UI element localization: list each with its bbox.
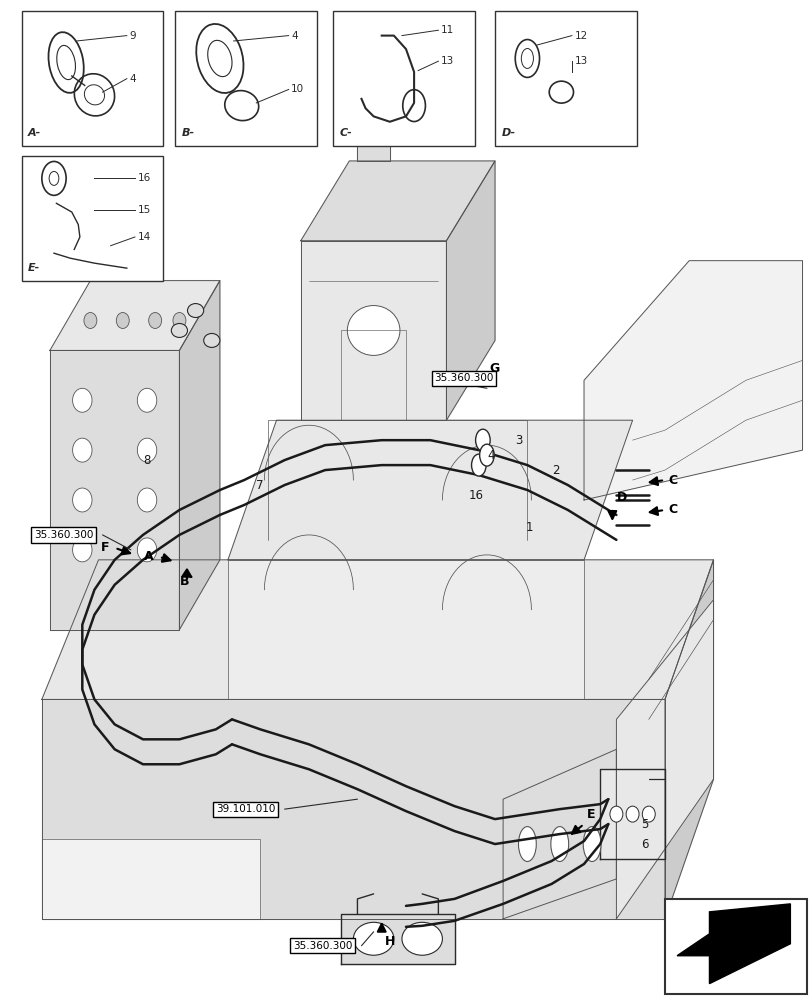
Polygon shape [599,769,664,859]
Ellipse shape [187,304,204,318]
Polygon shape [446,161,495,420]
Text: 7: 7 [256,479,264,492]
Polygon shape [341,914,454,964]
Bar [664,899,805,994]
Circle shape [137,538,157,562]
Ellipse shape [49,171,58,185]
Ellipse shape [347,306,400,355]
Text: G: G [489,362,499,375]
Text: C-: C- [339,128,352,138]
Text: E: E [586,808,595,821]
Polygon shape [50,281,220,350]
Text: 35.360.300: 35.360.300 [434,373,493,383]
Text: 14: 14 [137,232,150,242]
Text: C: C [667,503,676,516]
Ellipse shape [475,429,490,451]
Polygon shape [357,121,389,161]
Ellipse shape [353,922,393,955]
Ellipse shape [57,45,75,80]
Text: D-: D- [501,128,515,138]
Circle shape [148,313,161,328]
Ellipse shape [204,333,220,347]
Bar [22,156,163,281]
Polygon shape [42,839,260,919]
Polygon shape [50,350,179,630]
Text: 35.360.300: 35.360.300 [34,530,93,540]
Text: 8: 8 [143,454,150,467]
Ellipse shape [84,85,105,105]
Polygon shape [179,281,220,630]
Polygon shape [228,420,632,560]
Text: 4: 4 [129,74,135,84]
Ellipse shape [208,40,232,77]
Circle shape [137,438,157,462]
Text: 39.101.010: 39.101.010 [216,804,275,814]
Polygon shape [616,600,713,919]
Bar [495,11,636,146]
Ellipse shape [171,323,187,337]
Polygon shape [300,241,446,420]
Text: 35.360.300: 35.360.300 [292,941,352,951]
Polygon shape [228,560,583,699]
Text: 13: 13 [440,56,453,66]
Polygon shape [664,560,713,919]
Text: E-: E- [28,263,41,273]
Text: 15: 15 [137,205,150,215]
Text: 5: 5 [640,818,647,831]
Text: B: B [179,575,189,588]
Circle shape [72,538,92,562]
Ellipse shape [351,89,396,114]
Circle shape [84,313,97,328]
Text: F: F [101,541,109,554]
Circle shape [137,388,157,412]
Text: 12: 12 [573,31,587,41]
Ellipse shape [518,827,535,861]
Text: H: H [384,935,395,948]
Text: 4: 4 [487,449,494,462]
Circle shape [72,438,92,462]
Text: 4: 4 [290,31,298,41]
Ellipse shape [550,827,568,861]
Text: 1: 1 [525,521,533,534]
Bar [175,11,316,146]
Text: 9: 9 [129,31,135,41]
Text: 10: 10 [290,84,304,94]
Text: 16: 16 [137,173,150,183]
Bar [22,11,163,146]
Polygon shape [42,699,664,919]
Circle shape [116,313,129,328]
Circle shape [137,488,157,512]
Polygon shape [676,904,789,984]
Polygon shape [42,560,713,699]
Polygon shape [503,749,616,919]
Text: C: C [667,474,676,487]
Text: 2: 2 [551,464,559,477]
Text: D: D [616,491,626,504]
Polygon shape [300,161,495,241]
Ellipse shape [471,454,486,476]
Text: 16: 16 [469,489,483,502]
Polygon shape [583,261,801,500]
Text: 6: 6 [640,838,647,851]
Ellipse shape [351,104,396,129]
Text: 3: 3 [515,434,522,447]
Ellipse shape [401,922,442,955]
Circle shape [642,806,654,822]
Ellipse shape [479,444,494,466]
Text: B-: B- [182,128,195,138]
Circle shape [625,806,638,822]
Text: 11: 11 [440,25,453,35]
Circle shape [72,388,92,412]
Circle shape [173,313,186,328]
Text: 13: 13 [573,56,587,66]
Circle shape [609,806,622,822]
Ellipse shape [521,49,533,68]
Text: A: A [144,550,153,563]
Bar [333,11,474,146]
Text: A-: A- [28,128,41,138]
Circle shape [72,488,92,512]
Ellipse shape [582,827,600,861]
